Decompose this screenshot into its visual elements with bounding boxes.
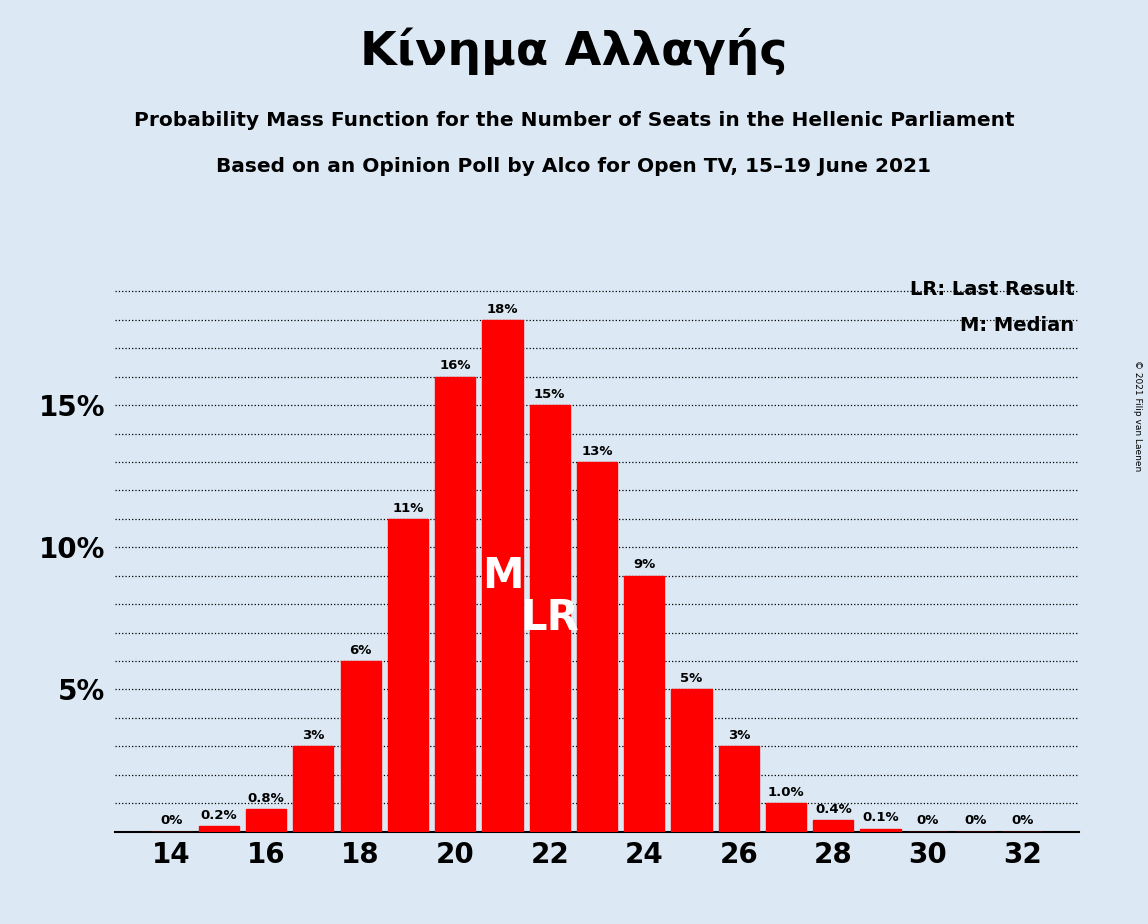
- Text: 0%: 0%: [161, 814, 183, 827]
- Bar: [766, 803, 806, 832]
- Text: 0%: 0%: [1011, 814, 1033, 827]
- Bar: [199, 826, 239, 832]
- Text: © 2021 Filip van Laenen: © 2021 Filip van Laenen: [1133, 360, 1142, 471]
- Bar: [388, 519, 428, 832]
- Bar: [813, 821, 853, 832]
- Text: 9%: 9%: [633, 558, 656, 571]
- Bar: [861, 829, 901, 832]
- Text: 3%: 3%: [728, 729, 750, 742]
- Text: 1.0%: 1.0%: [768, 786, 805, 799]
- Text: LR: LR: [520, 598, 579, 639]
- Bar: [719, 747, 759, 832]
- Text: 11%: 11%: [393, 502, 424, 515]
- Bar: [341, 661, 381, 832]
- Text: 18%: 18%: [487, 302, 518, 316]
- Text: 3%: 3%: [302, 729, 325, 742]
- Text: 6%: 6%: [349, 644, 372, 657]
- Text: 0%: 0%: [916, 814, 939, 827]
- Bar: [529, 405, 569, 832]
- Text: Probability Mass Function for the Number of Seats in the Hellenic Parliament: Probability Mass Function for the Number…: [133, 111, 1015, 130]
- Text: 0%: 0%: [964, 814, 986, 827]
- Bar: [435, 377, 475, 832]
- Text: 0.8%: 0.8%: [248, 792, 285, 805]
- Bar: [293, 747, 333, 832]
- Text: M: M: [482, 554, 523, 597]
- Text: 0.4%: 0.4%: [815, 803, 852, 816]
- Bar: [625, 576, 665, 832]
- Text: 0.2%: 0.2%: [201, 808, 238, 821]
- Text: M: Median: M: Median: [960, 316, 1075, 335]
- Bar: [246, 808, 286, 832]
- Bar: [576, 462, 616, 832]
- Text: LR: Last Result: LR: Last Result: [909, 280, 1075, 299]
- Bar: [482, 320, 522, 832]
- Text: 16%: 16%: [440, 359, 471, 372]
- Text: 15%: 15%: [534, 388, 565, 401]
- Text: 0.1%: 0.1%: [862, 811, 899, 824]
- Text: Based on an Opinion Poll by Alco for Open TV, 15–19 June 2021: Based on an Opinion Poll by Alco for Ope…: [217, 157, 931, 176]
- Text: 5%: 5%: [681, 672, 703, 686]
- Text: Κίνημα Αλλαγής: Κίνημα Αλλαγής: [360, 28, 788, 75]
- Bar: [672, 689, 712, 832]
- Text: 13%: 13%: [581, 444, 613, 457]
